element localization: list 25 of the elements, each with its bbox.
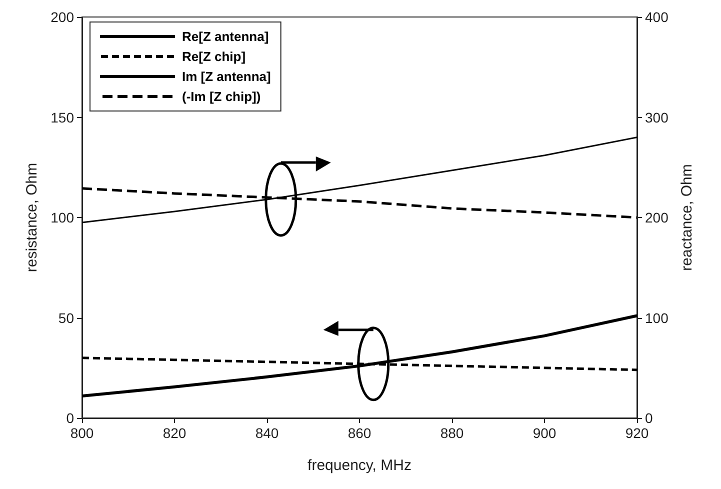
y-tick-label: 100	[50, 210, 74, 226]
y2-tick-label: 300	[645, 109, 669, 126]
y2-tick-label: 400	[645, 9, 669, 25]
x-tick-label: 880	[440, 425, 464, 441]
y-axis-title: resistance, Ohm	[24, 162, 41, 272]
y-tick-label: 50	[58, 310, 74, 326]
x-tick-label: 820	[162, 425, 186, 441]
legend-label: (-Im [Z chip])	[182, 89, 261, 104]
line-series	[80, 314, 638, 398]
x-tick-label: 860	[348, 425, 372, 441]
x-axis-title: frequency, MHz	[308, 457, 412, 474]
legend-label: Re[Z antenna]	[182, 29, 269, 44]
y2-axis-title: reactance, Ohm	[678, 164, 696, 271]
y2-tick-label: 0	[645, 410, 653, 426]
y-tick-label: 200	[50, 9, 74, 25]
legend-label: Im [Z antenna]	[182, 69, 271, 84]
legend-label: Re[Z chip]	[182, 49, 246, 64]
y-tick-label: 150	[50, 109, 74, 126]
y2-tick-label: 200	[645, 210, 669, 226]
x-tick-label: 920	[625, 425, 649, 441]
x-tick-label: 800	[70, 425, 94, 441]
y-tick-label: 0	[66, 410, 74, 426]
y2-tick-label: 100	[645, 310, 669, 326]
x-tick-label: 840	[255, 425, 279, 441]
x-tick-label: 900	[532, 425, 556, 441]
